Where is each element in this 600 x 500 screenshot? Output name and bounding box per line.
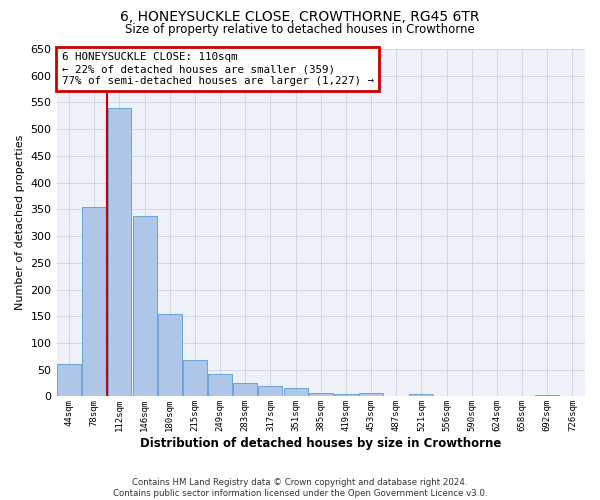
Bar [233,383,257,396]
Bar [158,314,182,396]
Bar [259,386,283,396]
Bar [183,360,207,397]
Text: 6 HONEYSUCKLE CLOSE: 110sqm
← 22% of detached houses are smaller (359)
77% of se: 6 HONEYSUCKLE CLOSE: 110sqm ← 22% of det… [62,52,374,86]
Text: Contains HM Land Registry data © Crown copyright and database right 2024.
Contai: Contains HM Land Registry data © Crown c… [113,478,487,498]
Bar [309,392,333,396]
Text: Size of property relative to detached houses in Crowthorne: Size of property relative to detached ho… [125,22,475,36]
Bar [133,216,157,396]
Bar [208,374,232,396]
Bar [82,206,106,396]
Bar [284,388,308,396]
X-axis label: Distribution of detached houses by size in Crowthorne: Distribution of detached houses by size … [140,437,502,450]
Y-axis label: Number of detached properties: Number of detached properties [15,135,25,310]
Bar [359,392,383,396]
Bar [57,364,81,396]
Bar [334,394,358,396]
Bar [107,108,131,397]
Text: 6, HONEYSUCKLE CLOSE, CROWTHORNE, RG45 6TR: 6, HONEYSUCKLE CLOSE, CROWTHORNE, RG45 6… [120,10,480,24]
Bar [409,394,433,396]
